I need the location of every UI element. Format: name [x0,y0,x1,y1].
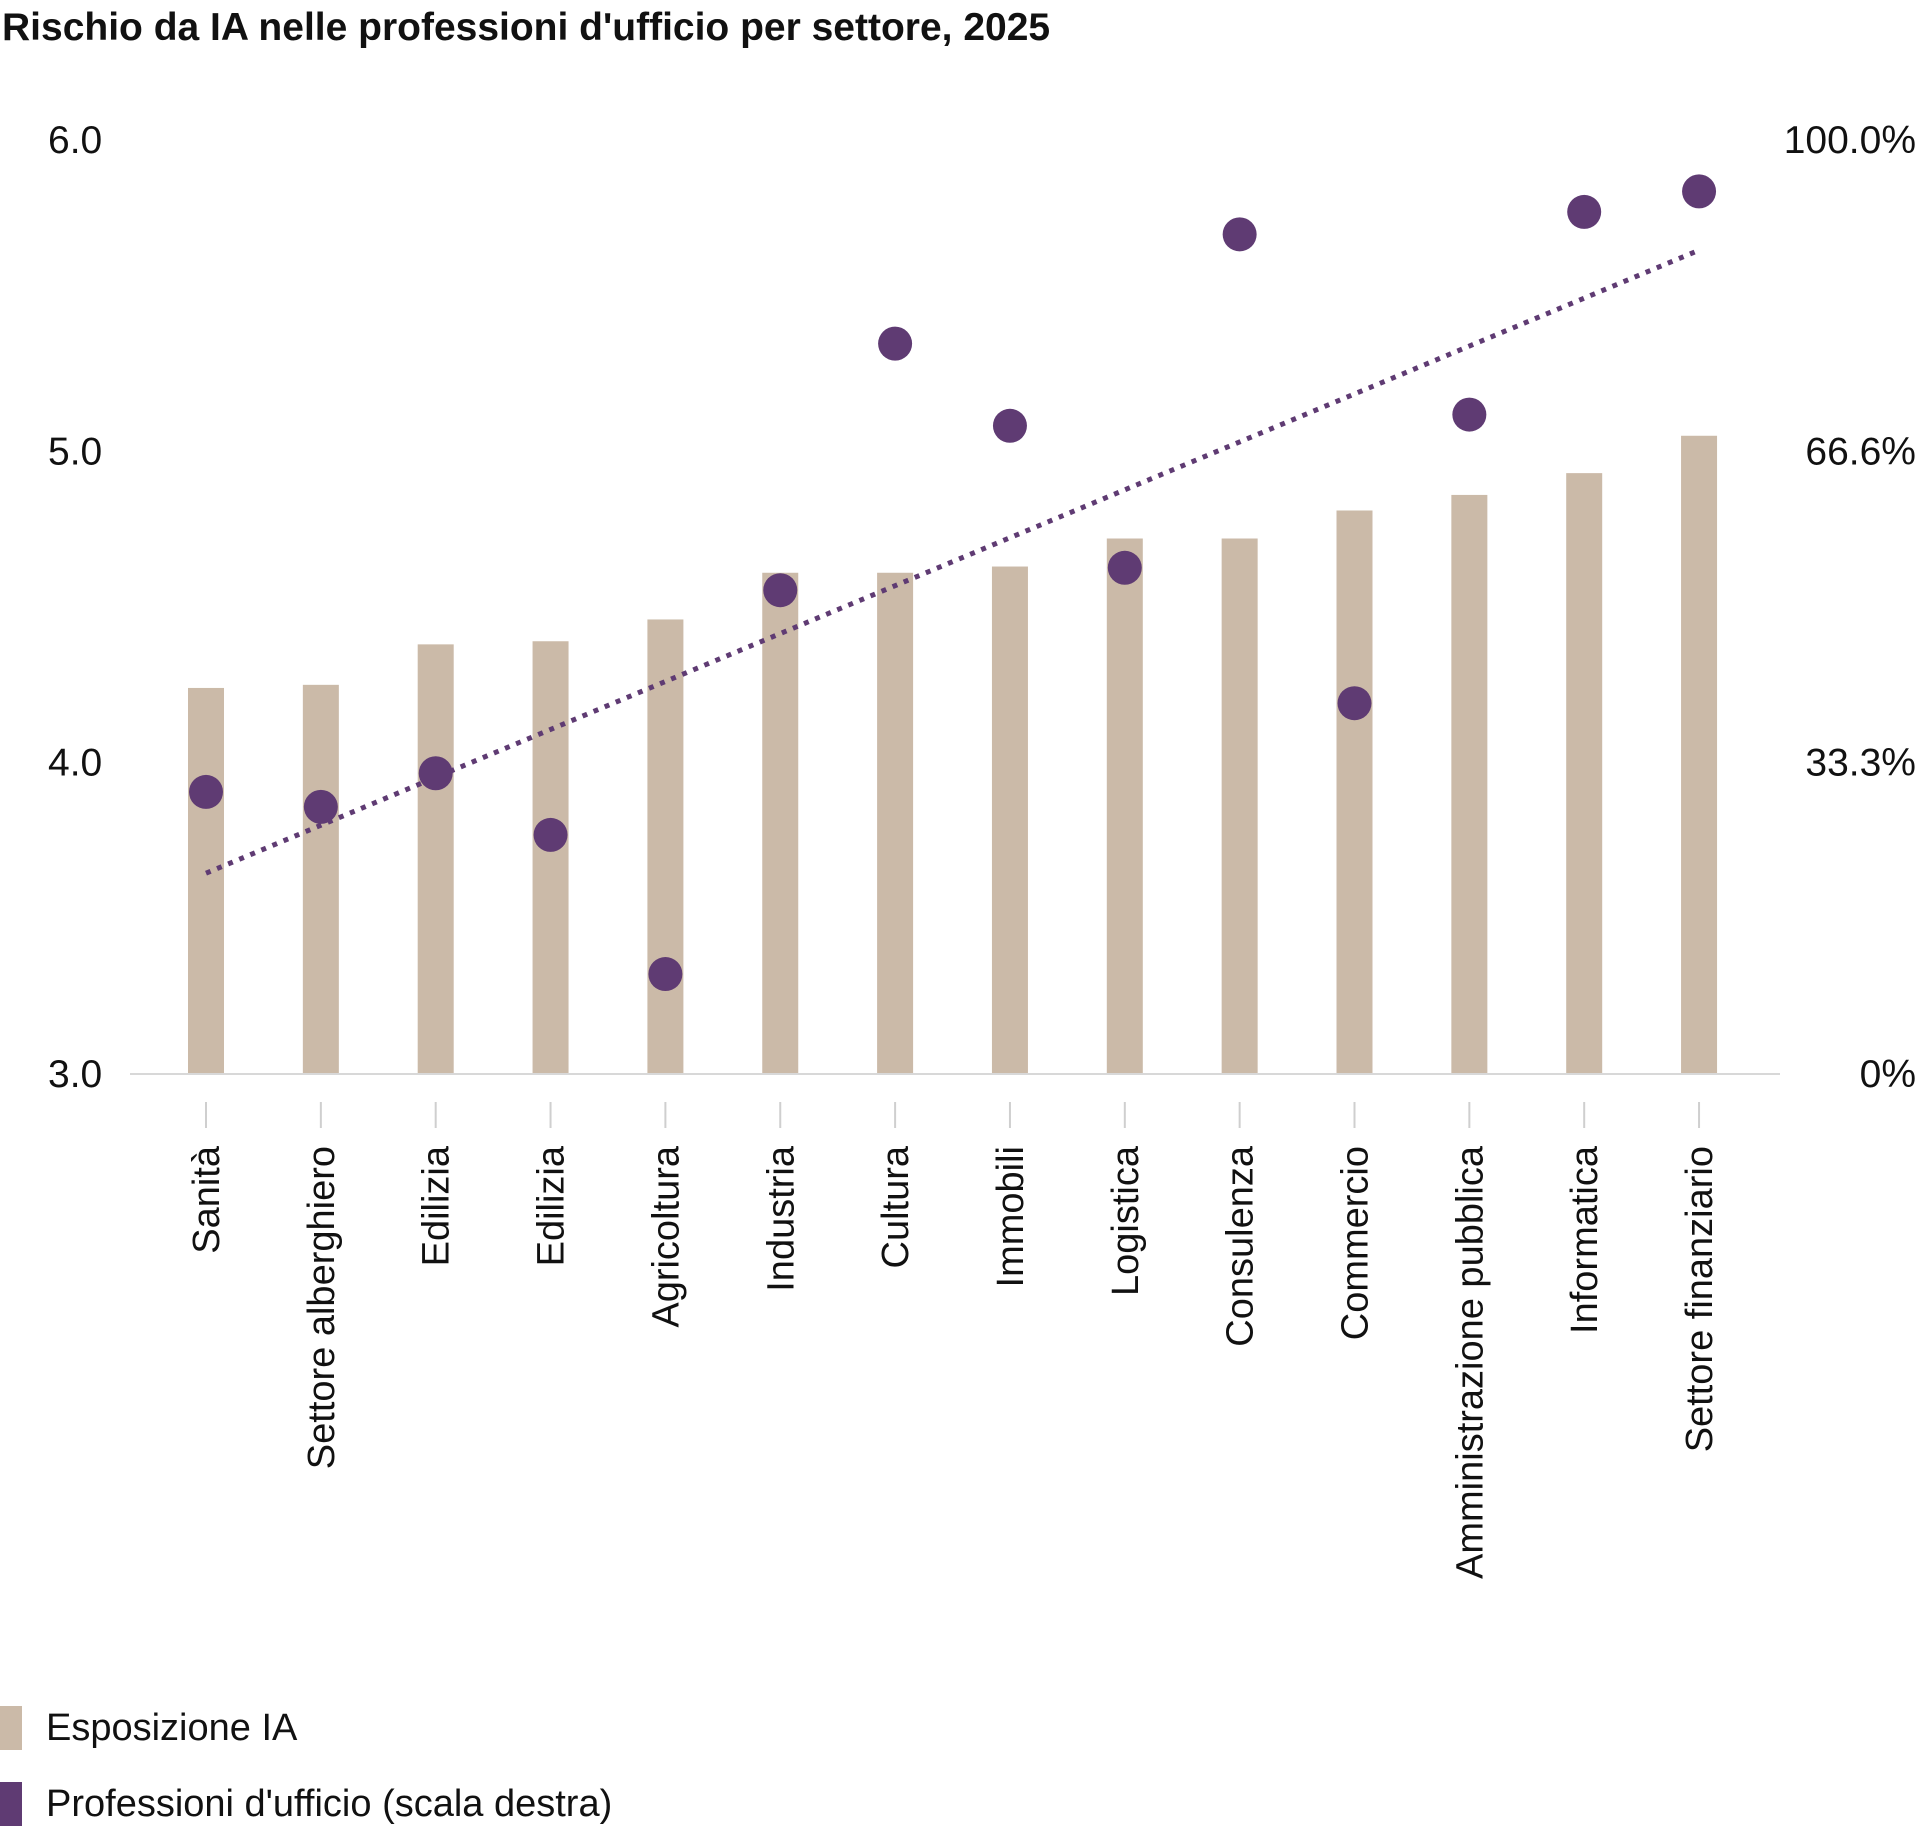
scatter-point [992,408,1027,443]
x-tick-label: Agricoltura [645,1145,687,1327]
bar [877,572,914,1074]
x-axis-labels: Sanità Settore alberghiero Edilizia Edilizi… [186,1145,1721,1579]
y-left-tick-label: 5.0 [48,430,102,473]
scatter-point [1567,194,1602,229]
scatter-point [648,957,683,992]
bar [302,684,339,1074]
scatter-point [303,789,338,824]
dots-layer [189,174,1717,992]
x-tick-label: Logistica [1105,1145,1147,1296]
scatter-point [1107,550,1142,585]
bar [417,644,454,1074]
x-tick-label: Consulenza [1220,1145,1262,1347]
legend-label-office: Professioni d'ufficio (scala destra) [46,1782,613,1825]
scatter-point [763,573,798,608]
x-tick-label: Settore alberghiero [301,1146,343,1469]
legend-swatch-office [0,1782,22,1826]
x-tick-label: Industria [760,1145,802,1292]
x-tick-label: Amministrazione pubblica [1449,1145,1491,1579]
bar [1106,538,1143,1074]
legend: Esposizione IA Professioni d'ufficio (sc… [0,1690,612,1842]
legend-swatch-exposure [0,1706,22,1750]
bar [647,619,684,1074]
y-right-tick-label: 100.0% [1784,119,1916,162]
y-right-tick-label: 66.6% [1805,430,1916,473]
bar [188,687,224,1074]
bar [532,641,569,1074]
scatter-point [1452,397,1487,432]
y-axis-right: 0% 33.3% 66.6% 100.0% [1784,119,1916,1096]
y-left-tick-label: 6.0 [48,119,102,162]
bar [762,572,799,1074]
chart-plot: 3.0 4.0 5.0 6.0 0% 33.3% 66.6% 100.0% Sanità Se… [48,119,1916,1579]
scatter-point [533,817,568,852]
scatter-point [1222,217,1257,252]
x-tick-label: Settore finanziario [1679,1146,1721,1452]
y-right-tick-label: 0% [1860,1053,1916,1096]
y-left-tick-label: 4.0 [48,742,102,785]
x-tick-label: Commercio [1335,1146,1377,1340]
bar [1681,435,1718,1074]
scatter-point [878,326,913,361]
x-tick-label: Edilizia [416,1145,458,1266]
bars-layer [188,435,1718,1074]
bar [991,566,1028,1074]
legend-label-exposure: Esposizione IA [46,1706,298,1749]
bar [1221,538,1258,1074]
y-axis-left: 3.0 4.0 5.0 6.0 [48,119,102,1096]
y-right-tick-label: 33.3% [1805,742,1916,785]
scatter-point [418,756,453,791]
bar [1336,510,1373,1074]
x-tick-label: Edilizia [531,1145,573,1266]
x-tick-label: Informatica [1564,1145,1606,1334]
scatter-point [1682,174,1717,209]
legend-item-office: Professioni d'ufficio (scala destra) [0,1766,612,1842]
chart-title: Rischio da IA nelle professioni d'uffici… [2,6,1051,49]
legend-item-exposure: Esposizione IA [0,1690,612,1766]
scatter-point [189,774,223,809]
y-left-tick-label: 3.0 [48,1053,102,1096]
bar [1451,494,1488,1074]
x-tick-label: Sanità [186,1145,228,1254]
x-tick-label: Immobili [990,1146,1032,1287]
bar [1566,473,1603,1074]
x-tick-label: Cultura [875,1145,917,1268]
x-axis-ticks [205,1102,1701,1128]
trendline-layer [205,247,1701,876]
trendline [205,247,1701,876]
scatter-point [1337,686,1372,721]
